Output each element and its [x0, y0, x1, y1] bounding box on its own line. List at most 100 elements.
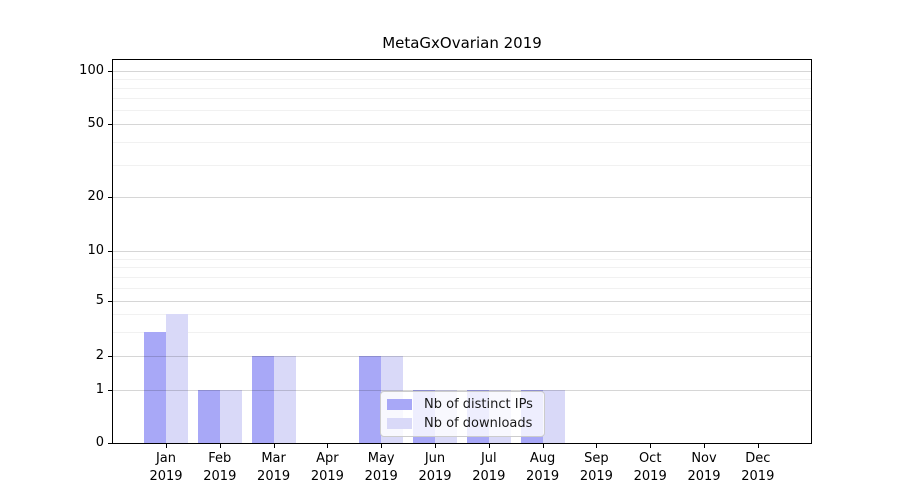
y-tick-label-50: 50 — [87, 116, 104, 131]
year-label: 2019 — [257, 469, 291, 484]
bar-may-distinct-ips — [359, 356, 382, 443]
bar-jan-downloads — [166, 314, 188, 443]
year-label: 2019 — [741, 469, 775, 484]
x-tick-label-apr: Apr 2019 — [295, 450, 359, 486]
major-gridline — [113, 71, 811, 72]
minor-gridline — [113, 314, 811, 316]
x-tick-mark — [488, 444, 490, 448]
minor-gridline — [113, 79, 811, 81]
major-gridline — [113, 124, 811, 125]
x-tick-label-jun: Jun 2019 — [403, 450, 467, 486]
x-tick-label-feb: Feb 2019 — [188, 450, 252, 486]
minor-gridline — [113, 258, 811, 260]
x-tick-mark — [650, 444, 652, 448]
legend-entry-distinct-ips: Nb of distinct IPs — [387, 397, 538, 412]
month-label: Sep — [584, 451, 609, 466]
x-tick-label-nov: Nov 2019 — [672, 450, 736, 486]
x-tick-mark — [381, 444, 383, 448]
legend: Nb of distinct IPs Nb of downloads — [380, 391, 545, 437]
y-tick-mark — [108, 443, 112, 444]
month-label: May — [367, 451, 395, 466]
x-tick-mark — [542, 444, 544, 448]
y-tick-label-5: 5 — [95, 293, 104, 308]
x-tick-mark — [704, 444, 705, 448]
x-tick-label-jul: Jul 2019 — [457, 450, 521, 486]
year-label: 2019 — [310, 469, 344, 484]
y-tick-label-100: 100 — [79, 63, 104, 78]
x-tick-label-oct: Oct 2019 — [618, 450, 682, 486]
major-gridline — [113, 251, 811, 252]
x-tick-label-mar: Mar 2019 — [242, 450, 306, 486]
y-tick-label-2: 2 — [95, 348, 104, 363]
plot-area-border — [112, 59, 812, 444]
x-tick-label-jan: Jan 2019 — [134, 450, 198, 486]
legend-swatch-downloads — [387, 418, 412, 429]
year-label: 2019 — [203, 469, 237, 484]
x-tick-label-aug: Aug 2019 — [511, 450, 575, 486]
year-label: 2019 — [472, 469, 506, 484]
x-tick-mark — [596, 444, 598, 448]
y-tick-mark — [108, 301, 112, 302]
x-tick-label-dec: Dec 2019 — [726, 450, 790, 486]
bar-jan-distinct-ips — [144, 331, 166, 443]
bar-mar-downloads — [273, 356, 296, 443]
minor-gridline — [113, 110, 811, 112]
major-gridline — [113, 390, 811, 391]
x-tick-mark — [435, 444, 436, 448]
y-tick-label-20: 20 — [87, 189, 104, 204]
y-tick-mark — [108, 124, 112, 125]
minor-gridline — [113, 88, 811, 90]
bar-aug-downloads — [542, 390, 565, 443]
major-gridline — [113, 356, 811, 357]
month-label: Jan — [155, 451, 177, 466]
legend-entry-downloads: Nb of downloads — [387, 416, 538, 431]
x-tick-mark — [219, 444, 221, 448]
minor-gridline — [113, 98, 811, 100]
x-tick-label-sep: Sep 2019 — [564, 450, 628, 486]
y-tick-mark — [108, 197, 112, 198]
chart-title: MetaGxOvarian 2019 — [382, 34, 542, 52]
month-label: Apr — [316, 451, 339, 466]
x-tick-mark — [166, 444, 167, 448]
legend-label-distinct-ips: Nb of distinct IPs — [424, 397, 533, 412]
major-gridline — [113, 197, 811, 198]
y-tick-mark — [108, 251, 112, 252]
x-tick-mark — [273, 444, 275, 448]
bar-mar-distinct-ips — [251, 356, 274, 443]
minor-gridline — [113, 276, 811, 278]
x-tick-mark — [757, 444, 759, 448]
year-label: 2019 — [364, 469, 398, 484]
year-label: 2019 — [418, 469, 452, 484]
year-label: 2019 — [149, 469, 183, 484]
bar-feb-downloads — [219, 390, 242, 443]
y-tick-mark — [108, 71, 112, 72]
legend-label-downloads: Nb of downloads — [424, 416, 533, 431]
y-tick-label-1: 1 — [95, 382, 104, 397]
month-label: Aug — [529, 451, 556, 466]
y-tick-mark — [108, 390, 112, 391]
minor-gridlines — [113, 60, 811, 443]
month-label: Oct — [638, 451, 662, 466]
month-label: Jul — [480, 451, 497, 466]
bar-feb-distinct-ips — [197, 390, 220, 443]
minor-gridline — [113, 287, 811, 289]
month-label: Jun — [424, 451, 446, 466]
year-label: 2019 — [526, 469, 560, 484]
major-gridline — [113, 301, 811, 302]
year-label: 2019 — [579, 469, 613, 484]
minor-gridline — [113, 141, 811, 143]
x-tick-label-may: May 2019 — [349, 450, 413, 486]
y-tick-label-10: 10 — [87, 243, 104, 258]
minor-gridline — [113, 267, 811, 269]
x-tick-mark — [327, 444, 329, 448]
year-label: 2019 — [687, 469, 721, 484]
minor-gridline — [113, 164, 811, 166]
year-label: 2019 — [633, 469, 667, 484]
month-label: Feb — [208, 451, 232, 466]
month-label: Mar — [261, 451, 286, 466]
y-tick-label-0: 0 — [95, 435, 104, 450]
minor-gridline — [113, 331, 811, 333]
major-gridlines — [113, 60, 811, 443]
y-tick-mark — [108, 356, 112, 357]
